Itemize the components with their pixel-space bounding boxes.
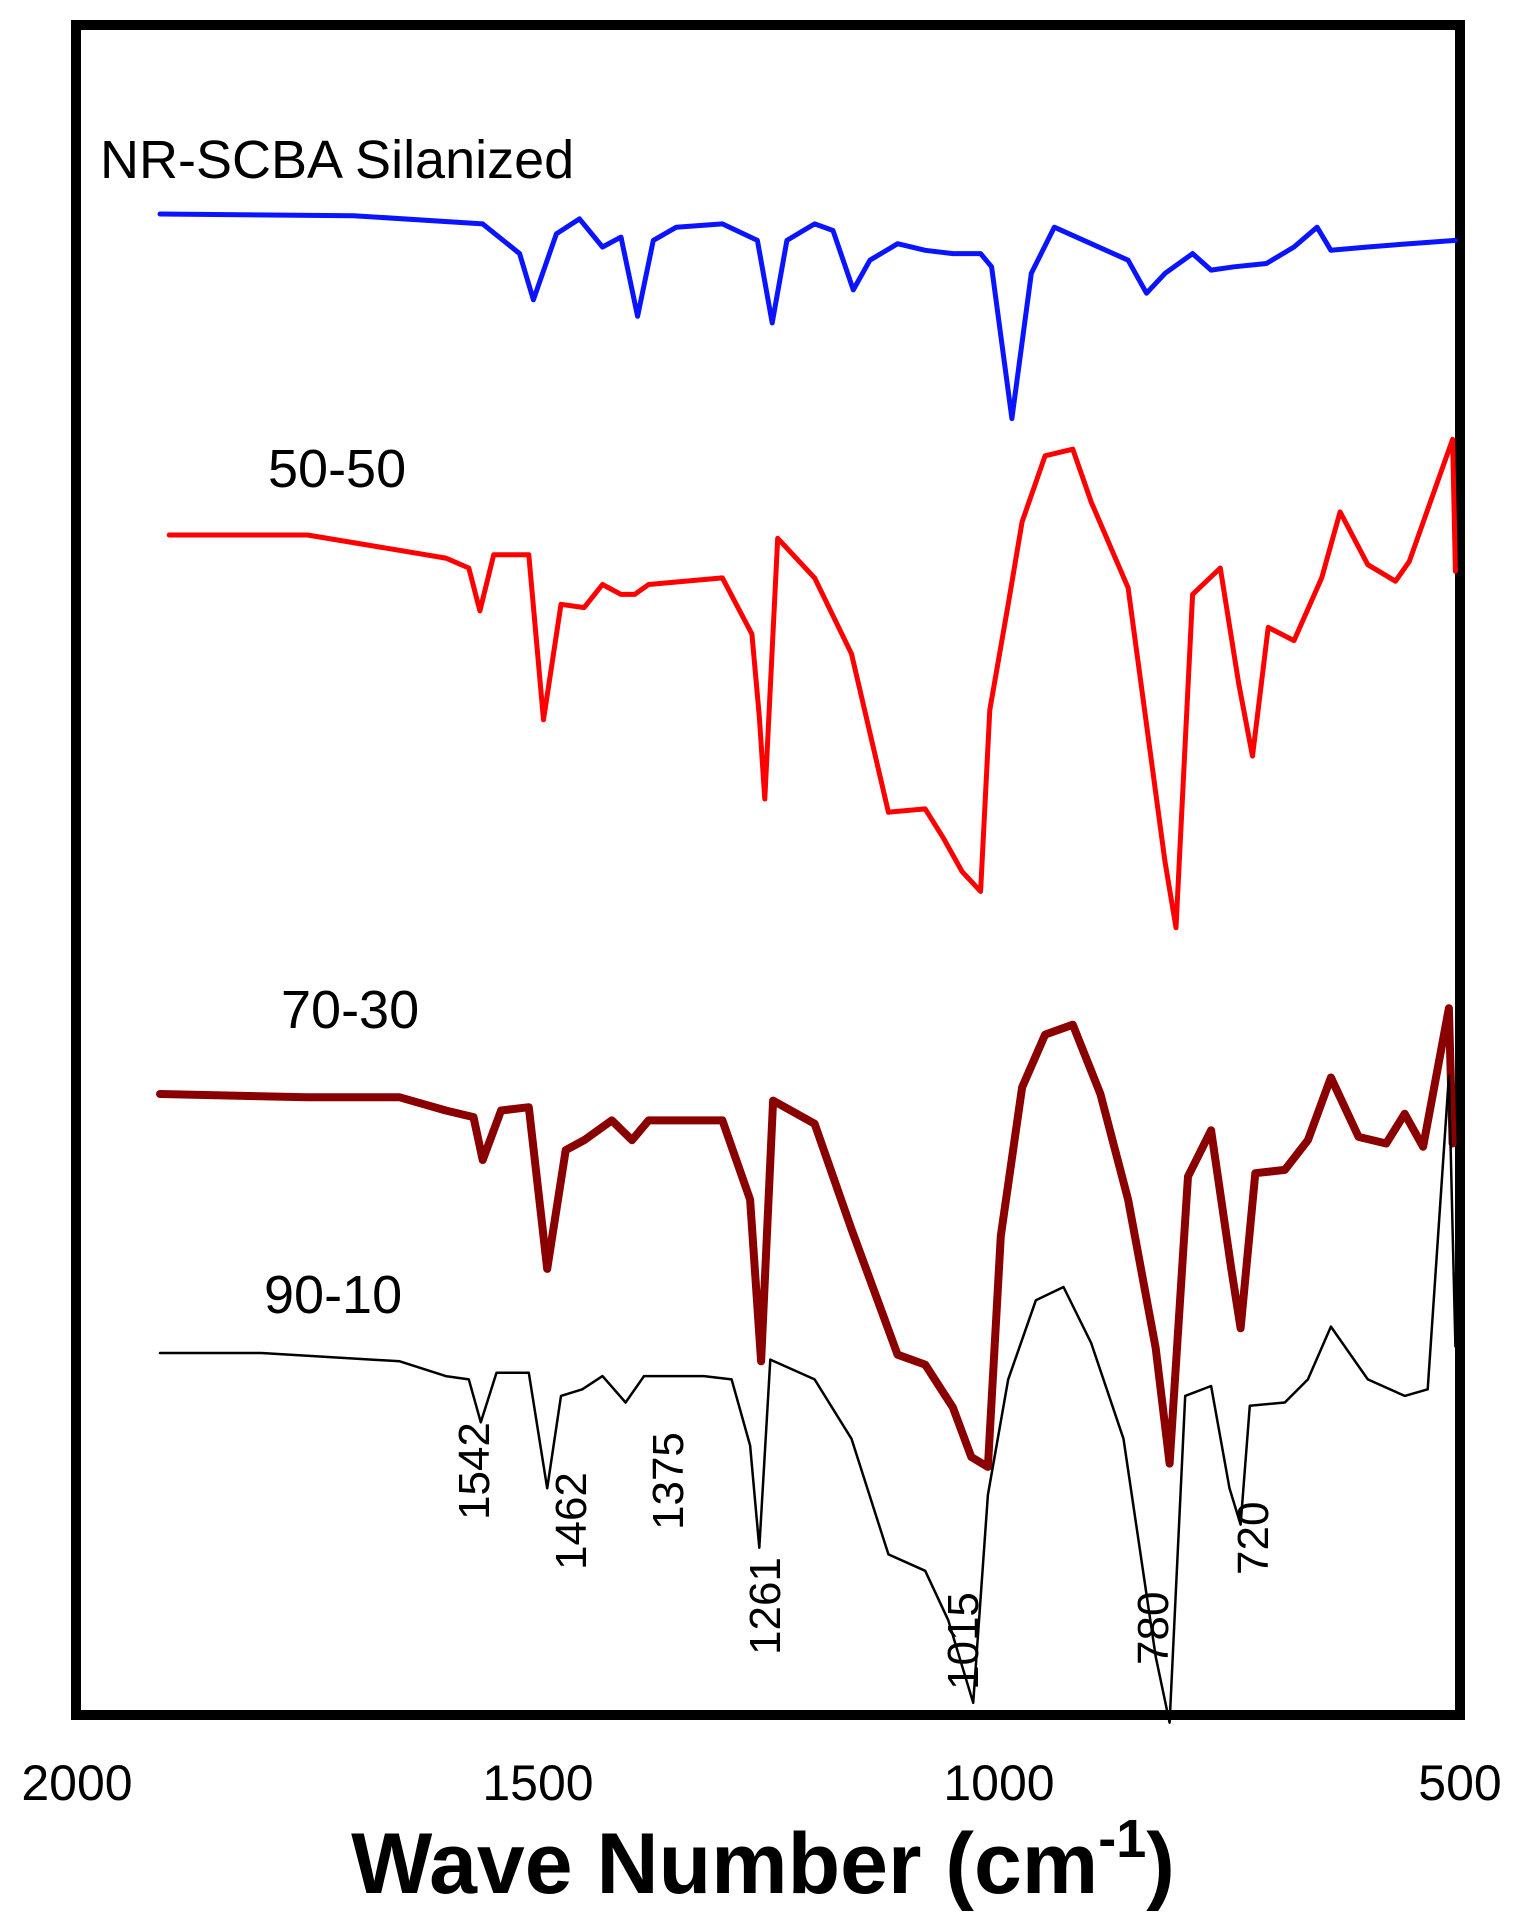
peak-label-1542: 1542: [450, 1422, 499, 1520]
peak-label-780: 780: [1129, 1592, 1178, 1665]
x-tick-label-500: 500: [1418, 1755, 1501, 1811]
peak-label-1261: 1261: [741, 1557, 790, 1655]
peak-label-1015: 1015: [939, 1592, 988, 1690]
peak-label-720: 720: [1229, 1502, 1278, 1575]
x-axis-title: Wave Number (cm-1): [351, 1809, 1175, 1912]
plot-frame: [71, 20, 1465, 1720]
x-tick-label-1000: 1000: [943, 1755, 1054, 1811]
series-line-nr-scba-silanized: [157, 211, 1458, 422]
x-tick-label-2000: 2000: [21, 1755, 132, 1811]
series-line-90-10: [158, 1074, 1457, 1724]
x-tick-label-1500: 1500: [482, 1755, 593, 1811]
series-label-90-10: 90-10: [264, 1265, 402, 1325]
x-axis-title-close: ): [1146, 1816, 1175, 1912]
x-axis-title-exponent: -1: [1098, 1809, 1146, 1869]
series-line-50-50: [166, 436, 1458, 931]
series-label-70-30: 70-30: [281, 980, 419, 1040]
series-layer: [156, 211, 1458, 1724]
series-label-nr-scba-silanized: NR-SCBA Silanized: [100, 130, 574, 190]
series-line-70-30: [156, 1004, 1457, 1471]
peak-label-1462: 1462: [547, 1472, 596, 1570]
peak-label-1375: 1375: [644, 1432, 693, 1530]
x-axis-title-main: Wave Number (cm: [351, 1816, 1098, 1912]
series-label-50-50: 50-50: [268, 439, 406, 499]
